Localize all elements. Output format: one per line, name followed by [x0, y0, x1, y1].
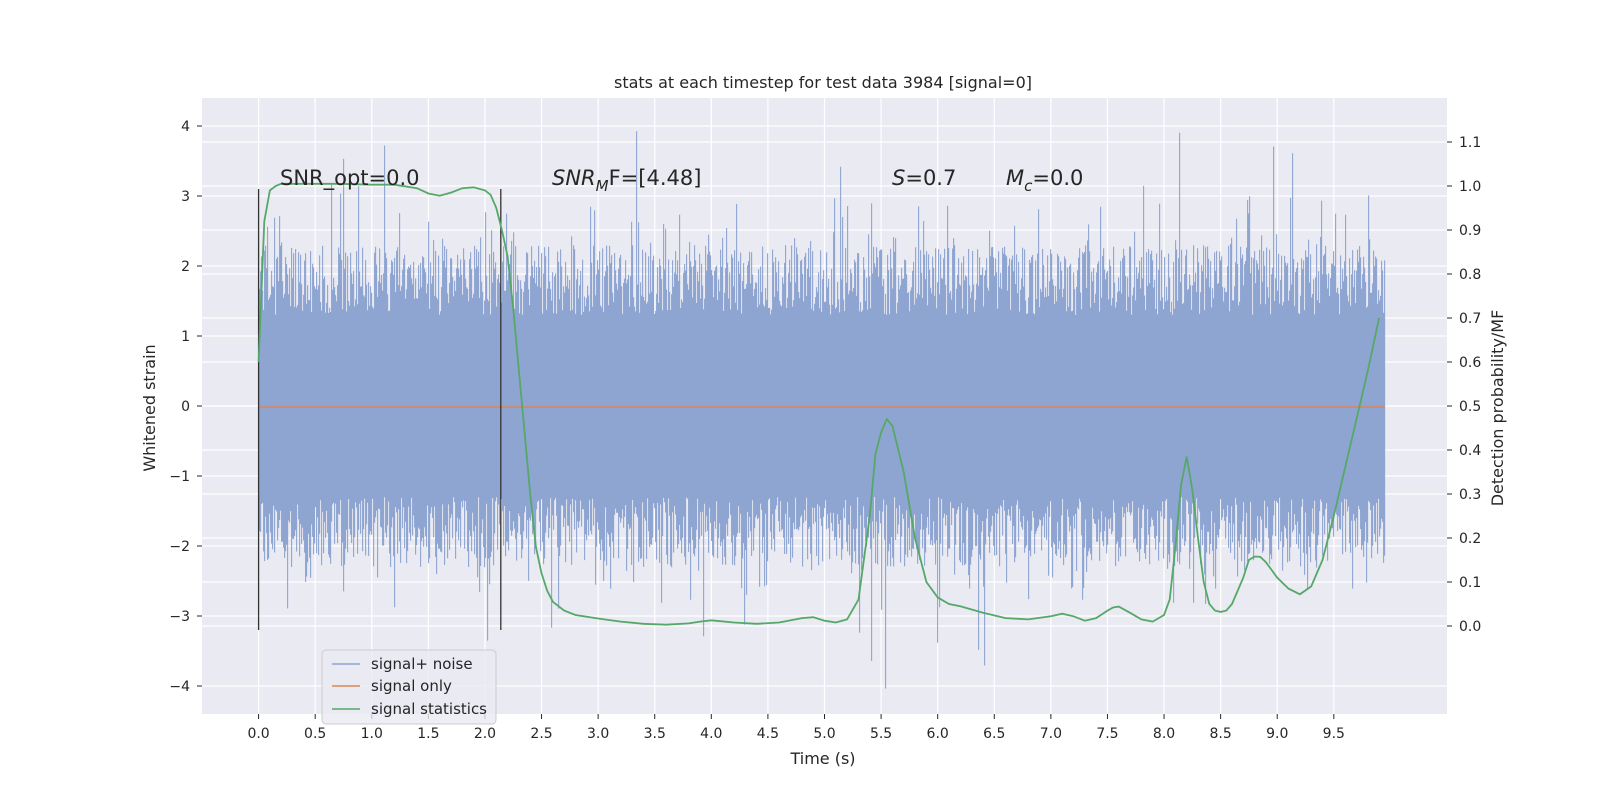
x-tick-label-2: 1.0	[361, 726, 383, 742]
signal-noise-series	[258, 131, 1386, 689]
annotation-mc-sub: c	[1024, 177, 1033, 195]
x-tick-label-8: 4.0	[700, 726, 722, 742]
right-y-tick-label-2: 0.9	[1459, 223, 1481, 239]
x-tick-label-17: 8.5	[1210, 726, 1232, 742]
x-axis-ticks: 0.0 0.5 1.0 1.5 2.0 2.5 3.0 3.5 4.0 4.5 5.0 5.5 6.0 6…	[247, 714, 1345, 742]
x-tick-label-18: 9.0	[1266, 726, 1288, 742]
right-y-tick-label-7: 0.4	[1459, 443, 1481, 459]
signal-statistics-line	[257, 182, 1380, 626]
right-y-tick-label-0: 1.1	[1459, 135, 1481, 151]
right-y-tick-label-4: 0.7	[1459, 311, 1481, 327]
right-y-tick-label-11: 0.0	[1459, 619, 1481, 635]
chart-title: stats at each timestep for test data 398…	[614, 73, 1032, 92]
legend-box	[321, 649, 497, 725]
x-tick-label-1: 0.5	[304, 726, 326, 742]
annotation-snr-mf-rest: F=[4.48]	[609, 166, 702, 190]
annotation-s: S=0.7	[892, 166, 956, 190]
x-tick-label-14: 7.0	[1040, 726, 1062, 742]
x-tick-label-3: 1.5	[417, 726, 439, 742]
right-y-tick-label-5: 0.6	[1459, 355, 1481, 371]
left-y-tick-label-4: 0	[181, 399, 190, 415]
x-tick-label-5: 2.5	[530, 726, 552, 742]
legend-label-signal-only: signal only	[371, 677, 452, 695]
x-tick-label-15: 7.5	[1096, 726, 1118, 742]
vertical-markers	[257, 189, 502, 630]
x-tick-label-13: 6.5	[983, 726, 1005, 742]
x-tick-label-4: 2.0	[474, 726, 496, 742]
left-y-tick-label-3: 1	[181, 329, 190, 345]
x-axis-label: Time (s)	[789, 749, 855, 768]
annotation-snr-mf: SNRMF=[4.48]	[552, 166, 701, 195]
annotation-s-main: S	[892, 166, 905, 190]
annotation-mc-main: M	[1006, 166, 1024, 190]
left-y-axis-label: Whitened strain	[140, 344, 159, 471]
legend: signal+ noise signal only signal statist…	[321, 649, 497, 725]
left-y-tick-label-5: −1	[169, 469, 190, 485]
annotation-snr-mf-main: SNR	[552, 166, 596, 190]
annotation-snr-opt: SNR_opt=0.0	[280, 166, 420, 191]
signal-statistics-series	[257, 182, 1380, 626]
right-y-axis-label: Detection probability/MF	[1488, 310, 1507, 507]
right-y-tick-label-10: 0.1	[1459, 575, 1481, 591]
left-y-tick-label-6: −2	[169, 539, 190, 555]
left-y-tick-label-8: −4	[169, 679, 190, 695]
x-tick-label-12: 6.0	[927, 726, 949, 742]
x-tick-label-11: 5.5	[870, 726, 892, 742]
legend-label-signal-noise: signal+ noise	[371, 655, 473, 673]
right-y-tick-label-9: 0.2	[1459, 531, 1481, 547]
x-tick-label-7: 3.5	[644, 726, 666, 742]
left-y-tick-label-1: 3	[181, 189, 190, 205]
right-y-axis-ticks: 1.1 1.0 0.9 0.8 0.7 0.6 0.5 0.4 0.3 0.2 0.1 0.0	[1447, 135, 1481, 635]
right-y-tick-label-1: 1.0	[1459, 179, 1481, 195]
x-tick-label-0: 0.0	[247, 726, 269, 742]
left-y-tick-label-7: −3	[169, 609, 190, 625]
right-y-tick-label-6: 0.5	[1459, 399, 1481, 415]
x-tick-label-19: 9.5	[1323, 726, 1345, 742]
left-y-axis-ticks: 4 3 2 1 0 −1 −2 −3 −4	[169, 119, 202, 695]
right-y-tick-label-8: 0.3	[1459, 487, 1481, 503]
left-y-tick-label-0: 4	[181, 119, 190, 135]
annotation-s-rest: =0.7	[905, 166, 956, 190]
annotation-snr-mf-sub: M	[596, 177, 609, 195]
right-y-tick-label-3: 0.8	[1459, 267, 1481, 283]
x-tick-label-6: 3.0	[587, 726, 609, 742]
x-tick-label-16: 8.0	[1153, 726, 1175, 742]
annotation-mc-rest: =0.0	[1032, 166, 1083, 190]
x-tick-label-10: 5.0	[813, 726, 835, 742]
annotation-mc: Mc=0.0	[1006, 166, 1083, 195]
legend-label-signal-statistics: signal statistics	[371, 700, 487, 718]
x-tick-label-9: 4.5	[757, 726, 779, 742]
left-y-tick-label-2: 2	[181, 259, 190, 275]
